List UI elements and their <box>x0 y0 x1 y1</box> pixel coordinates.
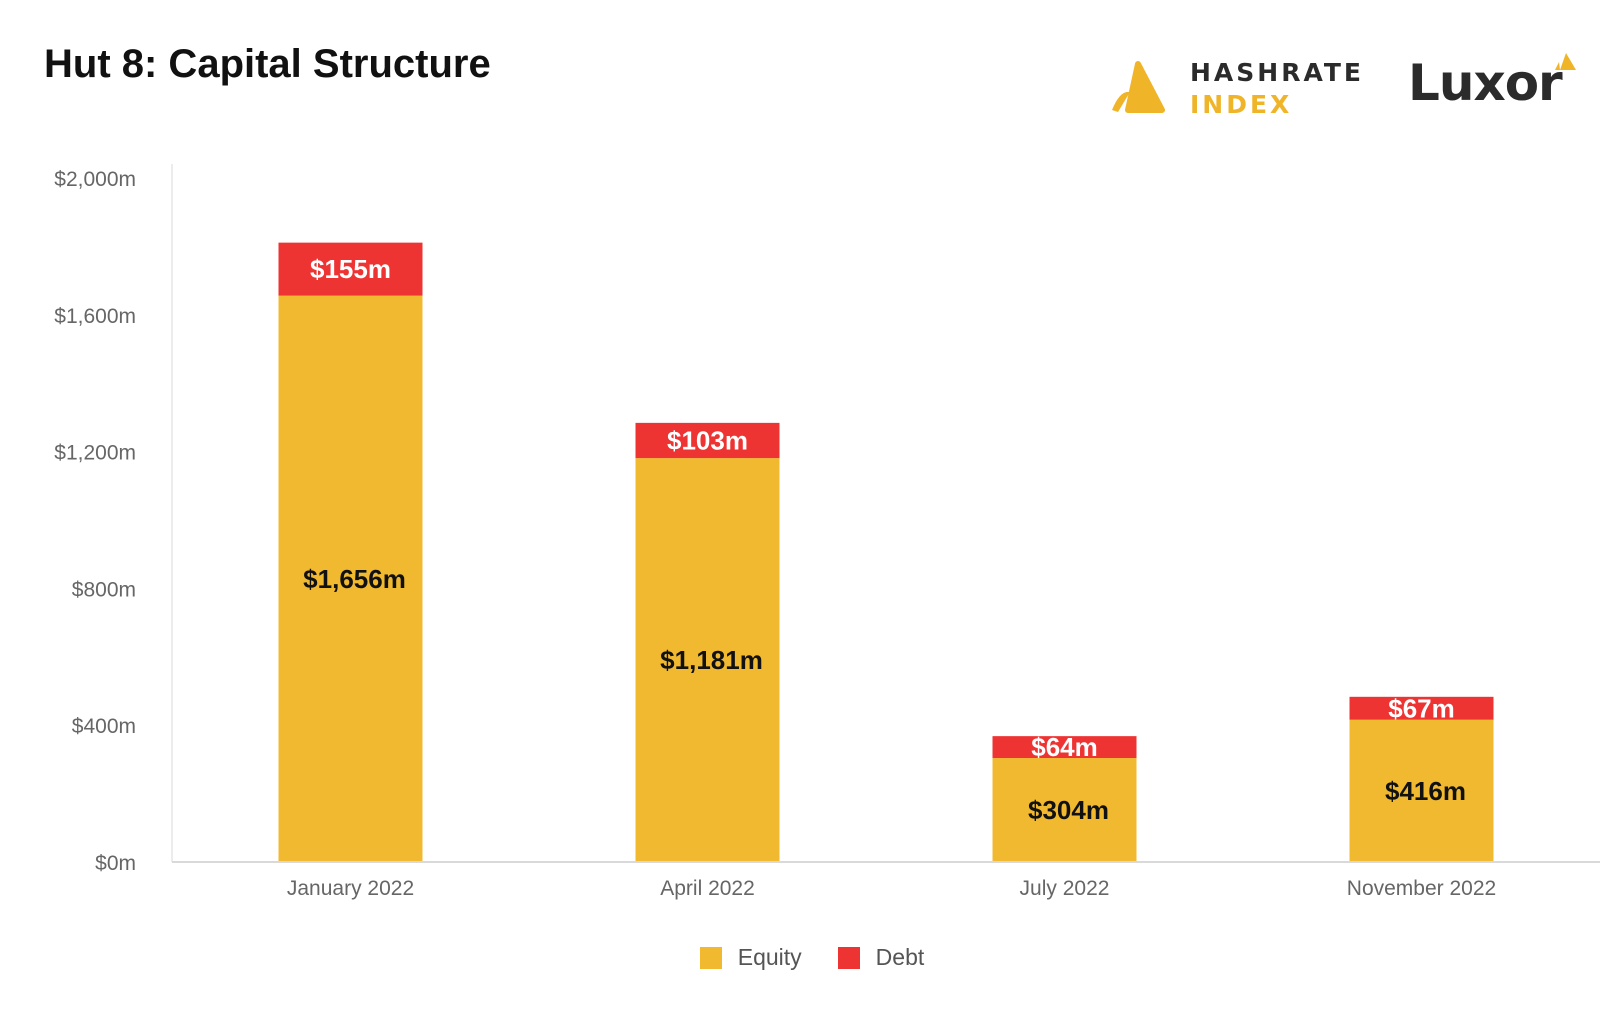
bar-debt <box>635 422 780 459</box>
data-label-debt: $67m <box>1388 693 1455 723</box>
bar-debt <box>992 736 1137 759</box>
bar-debt <box>1349 696 1494 720</box>
y-tick-label: $2,000m <box>54 168 136 191</box>
data-label-equity: $1,656m <box>303 564 406 594</box>
data-label-equity: $304m <box>1028 795 1109 825</box>
x-tick-label: January 2022 <box>287 877 414 900</box>
index-word: INDEX <box>1190 90 1293 119</box>
y-tick-label: $1,200m <box>54 442 136 465</box>
data-label-debt: $64m <box>1031 732 1098 762</box>
legend-swatch-equity <box>699 946 722 969</box>
y-tick-label: $400m <box>72 715 136 738</box>
legend-item-debt: Debt <box>837 944 925 971</box>
hashrate-index-logo: HASHRATE INDEX <box>1110 52 1361 122</box>
x-tick-label: November 2022 <box>1347 877 1496 900</box>
bar-equity <box>278 295 423 862</box>
legend-swatch-debt <box>837 946 860 969</box>
bar-equity <box>635 458 780 862</box>
y-tick-label: $0m <box>95 852 136 875</box>
data-label-debt: $155m <box>310 254 391 284</box>
bar-equity <box>992 758 1137 862</box>
bar-debt <box>278 242 423 296</box>
hashrate-word: HASHRATE <box>1190 58 1364 87</box>
x-axis: January 2022 April 2022 July 2022 November … <box>172 861 1600 900</box>
luxor-word: Luxor <box>1408 54 1563 112</box>
bars: $1,656m $155m $1,181m $103m $304m $64m $416m $6… <box>278 242 1494 862</box>
x-tick-label: April 2022 <box>660 877 755 900</box>
luxor-mark-icon <box>1555 53 1576 70</box>
y-tick-label: $800m <box>72 578 136 601</box>
legend-item-equity: Equity <box>699 944 802 971</box>
bar-equity <box>1349 719 1494 862</box>
y-axis: $0m $400m $800m $1,200m $1,600m $2,000m <box>54 164 173 875</box>
legend-label-equity: Equity <box>737 944 802 970</box>
x-tick-label: July 2022 <box>1020 877 1110 900</box>
y-tick-label: $1,600m <box>54 305 136 328</box>
hashrate-index-icon <box>1112 61 1165 113</box>
legend: Equity Debt <box>0 944 1624 971</box>
data-label-debt: $103m <box>667 425 748 455</box>
legend-label-debt: Debt <box>875 944 925 970</box>
chart-title: Hut 8: Capital Structure <box>44 42 491 86</box>
data-label-equity: $1,181m <box>660 645 763 675</box>
luxor-logo: Luxor <box>1408 50 1588 120</box>
data-label-equity: $416m <box>1385 776 1466 806</box>
